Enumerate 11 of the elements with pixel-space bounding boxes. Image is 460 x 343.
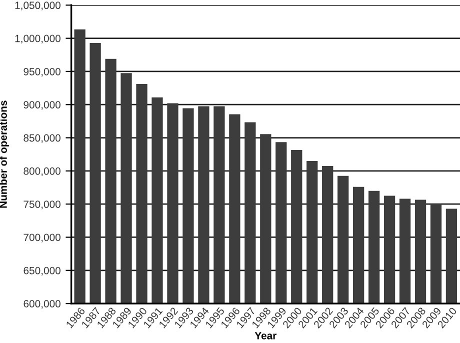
x-axis-title: Year bbox=[254, 332, 276, 340]
y-tick-label: 1,000,000 bbox=[15, 34, 60, 44]
y-tick-label: 800,000 bbox=[24, 167, 60, 176]
y-tick-label: 1,050,000 bbox=[15, 2, 60, 10]
y-tick-label: 900,000 bbox=[24, 101, 60, 110]
y-tick-label: 850,000 bbox=[24, 134, 60, 143]
y-tick-label: 600,000 bbox=[24, 300, 60, 309]
y-tick-label: 700,000 bbox=[24, 234, 60, 242]
y-tick-label: 950,000 bbox=[24, 68, 60, 77]
y-tick-label: 750,000 bbox=[24, 200, 60, 210]
y-tick-label: 650,000 bbox=[24, 266, 60, 276]
